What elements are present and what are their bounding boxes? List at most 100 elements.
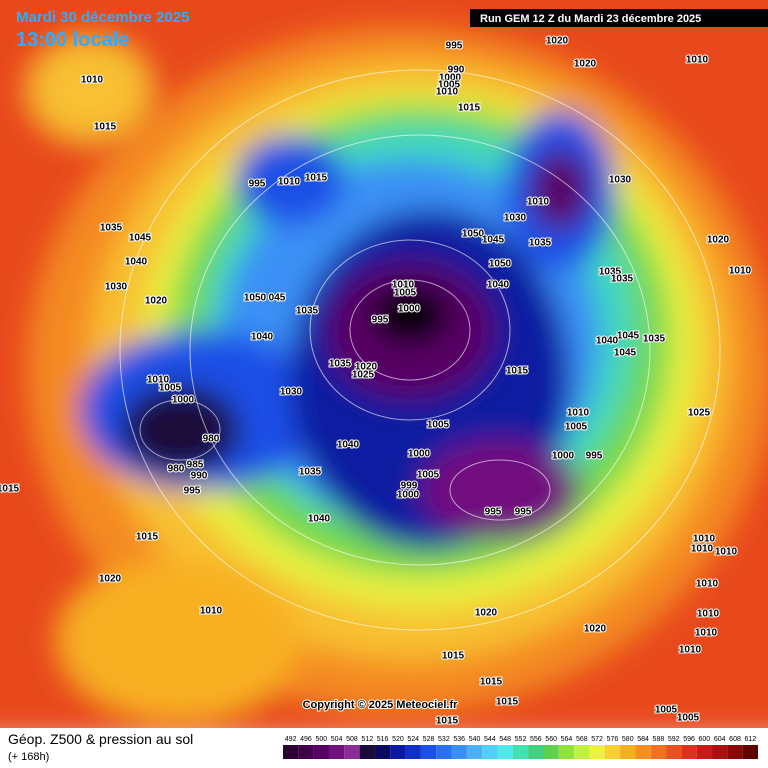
isobar-label: 1005 [565,422,588,433]
legend-swatch [727,745,743,759]
legend-swatch [283,745,299,759]
isobar-label: 1045 [129,233,152,244]
legend-swatch [298,745,314,759]
isobar-label: 1010 [715,547,738,558]
isobar-label: 1010 [81,75,104,86]
isobar-label: 1040 [337,440,360,451]
isobar-label: 1010 [392,280,415,291]
isobar-label: 1020 [584,624,607,635]
isobar-label: 1005 [394,288,417,299]
legend-label: 596 [683,736,695,743]
isobar-label: 1005 [427,420,450,431]
legend-swatch [344,745,360,759]
legend-swatch [681,745,697,759]
isobar-label: 1035 [329,359,352,370]
legend-label: 548 [499,736,511,743]
isobar-label: 1010 [567,408,590,419]
legend-label: 528 [423,736,435,743]
legend-swatch [558,745,575,759]
isobar-label: 1015 [94,122,117,133]
isobar-label: 1040 [487,280,510,291]
isobar-label: 1020 [574,59,597,70]
legend-label: 580 [622,736,634,743]
isobar-label: 1010 [693,534,716,545]
isobar-label: 1035 [529,238,552,249]
isobar-label: 1015 [480,677,503,688]
isobar-label: 1005 [677,713,700,724]
isobar-label: 985 [187,460,204,471]
isobar-label: 1020 [707,235,730,246]
isobar-label: 1010 [697,609,720,620]
legend-label: 496 [300,736,312,743]
legend-swatch [528,745,544,759]
legend: 492 496 500 504 508 512 516 520 524 528 532 536 540 5… [283,736,758,759]
geopotential-field [0,0,768,740]
legend-swatch [742,745,758,759]
legend-label: 584 [637,736,649,743]
legend-label: 504 [331,736,343,743]
isobar-label: 1005 [438,80,461,91]
isobar-label: 995 [249,179,266,190]
isobar-label: 1020 [355,362,378,373]
isobar-label: 1020 [475,608,498,619]
legend-label: 592 [668,736,680,743]
legend-label: 524 [407,736,419,743]
isobar-label: 1000 [439,73,462,84]
isobar-label: 1005 [417,470,440,481]
isobar-label: 1010 [729,266,752,277]
legend-swatch [313,745,329,759]
isobar-label: 1010 [527,197,550,208]
legend-label: 564 [561,736,573,743]
copyright: Copyright © 2025 Meteociel.fr [303,699,459,711]
isobar-label: 980 [168,464,185,475]
legend-label: 608 [729,736,741,743]
legend-swatch [589,745,605,759]
isobar-label: 995 [485,507,502,518]
isobar-label: 1010 [200,606,223,617]
legend-label: 572 [591,736,603,743]
isobar-label: 045 [269,293,286,304]
legend-swatch [374,745,391,759]
isobar-label: 1010 [695,628,718,639]
isobar-label: 1000 [408,449,431,460]
legend-label: 556 [530,736,542,743]
isobar-label: 1020 [145,296,168,307]
isobar-label: 1010 [436,87,459,98]
legend-label: 604 [714,736,726,743]
legend-swatch [451,745,467,759]
isobar-label: 1030 [105,282,128,293]
legend-swatch [604,745,621,759]
isobar-label: 1030 [280,387,303,398]
isobar-label: 1035 [296,306,319,317]
legend-label: 568 [576,736,588,743]
legend-swatch [635,745,651,759]
legend-swatch [543,745,559,759]
legend-swatch [574,745,590,759]
legend-label: 532 [438,736,450,743]
legend-label: 512 [361,736,373,743]
legend-swatch [696,745,713,759]
isobar-label: 1015 [136,532,159,543]
isobar-label: 1045 [614,348,637,359]
legend-label: 588 [653,736,665,743]
isobar-label: 1035 [643,334,666,345]
legend-label: 544 [484,736,496,743]
isobars [119,69,721,631]
isobar-label: 1005 [655,705,678,716]
isobar-label: 1045 [482,235,505,246]
legend-swatch [620,745,636,759]
legend-swatch [466,745,483,759]
isobar-label: 1035 [100,223,123,234]
isobar-label: 1030 [504,213,527,224]
isobar-label: 1000 [397,490,420,501]
isobar-label: 1015 [458,103,481,114]
legend-swatch [650,745,667,759]
legend-label: 576 [607,736,619,743]
isobar-label: 1010 [147,375,170,386]
legend-swatch [512,745,529,759]
isobar-label: 1040 [125,257,148,268]
date: Mardi 30 décembre 2025 [16,9,189,26]
footer-lead: (+ 168h) [8,751,49,763]
